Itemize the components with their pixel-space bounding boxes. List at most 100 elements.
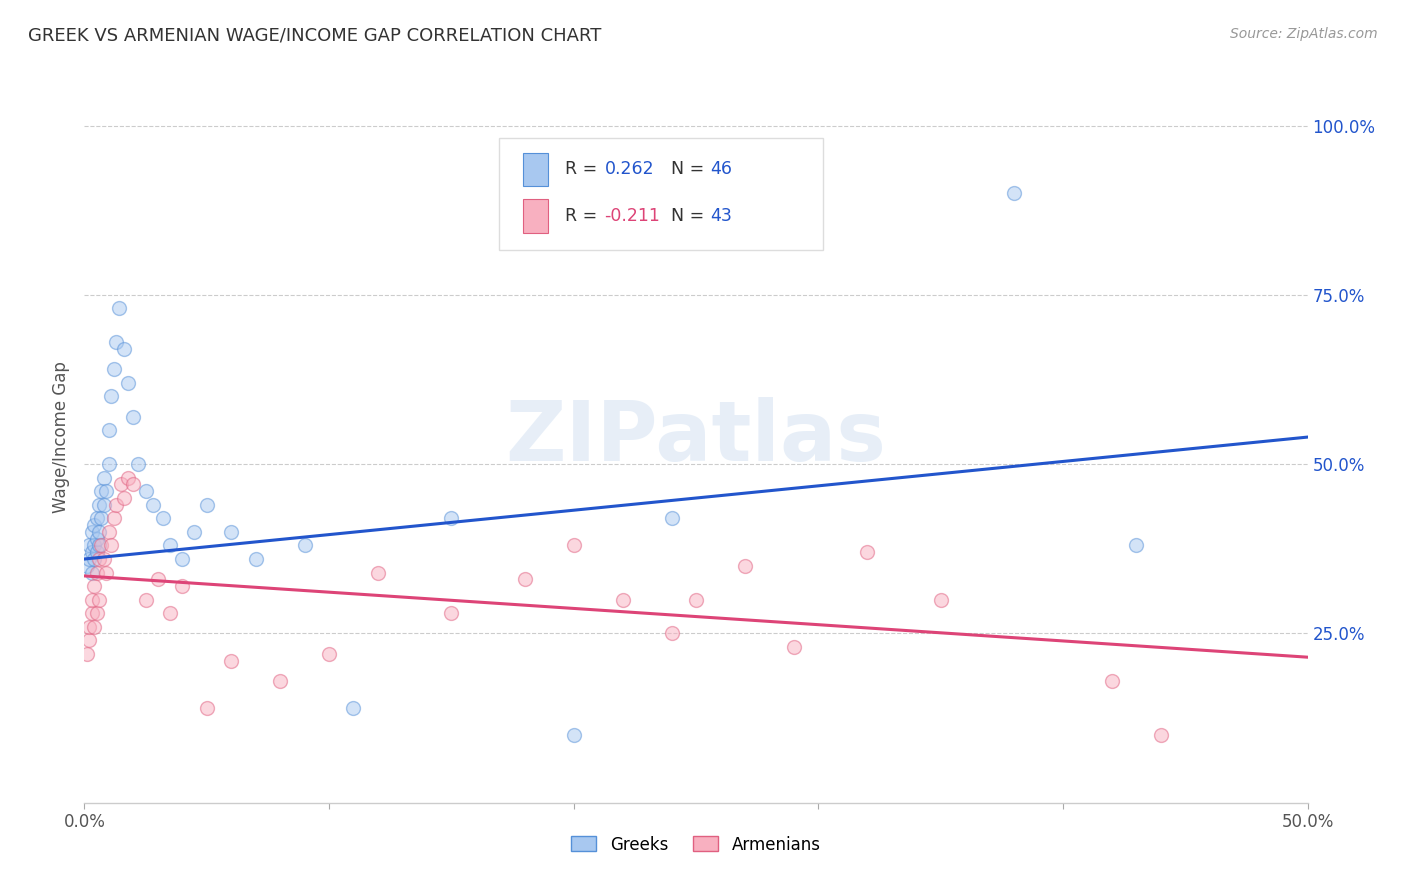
Point — [219, 524, 242, 539]
Point — [661, 511, 683, 525]
Legend: Greeks, Armenians: Greeks, Armenians — [565, 829, 827, 860]
Point — [127, 457, 149, 471]
Point — [1125, 538, 1147, 552]
Point — [103, 362, 125, 376]
Point — [612, 592, 634, 607]
Point — [90, 484, 112, 499]
Text: R =: R = — [565, 161, 603, 178]
Point — [87, 498, 110, 512]
Point — [367, 566, 389, 580]
Text: 43: 43 — [710, 207, 733, 225]
Point — [97, 423, 120, 437]
Point — [294, 538, 316, 552]
Point — [87, 538, 110, 552]
Point — [318, 647, 340, 661]
Point — [103, 511, 125, 525]
Point — [105, 498, 128, 512]
Point — [77, 633, 100, 648]
Point — [77, 552, 100, 566]
Point — [245, 552, 267, 566]
Point — [152, 511, 174, 525]
Point — [83, 518, 105, 533]
Point — [87, 552, 110, 566]
Point — [96, 484, 118, 499]
Point — [183, 524, 205, 539]
Point — [86, 566, 108, 580]
Point — [159, 538, 181, 552]
Point — [159, 606, 181, 620]
Point — [562, 538, 585, 552]
Point — [685, 592, 707, 607]
Point — [90, 538, 112, 552]
Point — [929, 592, 952, 607]
Point — [856, 545, 879, 559]
Point — [195, 498, 218, 512]
Point — [105, 335, 128, 350]
Point — [1150, 728, 1173, 742]
Point — [80, 545, 103, 559]
Point — [86, 532, 108, 546]
Point — [93, 498, 115, 512]
Text: 46: 46 — [710, 161, 733, 178]
Point — [83, 538, 105, 552]
Point — [90, 511, 112, 525]
Point — [122, 409, 145, 424]
Point — [93, 552, 115, 566]
Y-axis label: Wage/Income Gap: Wage/Income Gap — [52, 361, 70, 513]
Text: -0.211: -0.211 — [605, 207, 661, 225]
Point — [100, 389, 122, 403]
Point — [269, 673, 291, 688]
Point — [77, 620, 100, 634]
Point — [172, 552, 194, 566]
Point — [195, 701, 218, 715]
Point — [135, 484, 157, 499]
Point — [440, 606, 463, 620]
Point — [100, 538, 122, 552]
Point — [86, 606, 108, 620]
Point — [562, 728, 585, 742]
Point — [513, 572, 536, 586]
Point — [80, 606, 103, 620]
Point — [86, 511, 108, 525]
Point — [83, 579, 105, 593]
Point — [146, 572, 169, 586]
Text: Source: ZipAtlas.com: Source: ZipAtlas.com — [1230, 27, 1378, 41]
Point — [661, 626, 683, 640]
Point — [76, 558, 98, 573]
Point — [77, 538, 100, 552]
Point — [117, 376, 139, 390]
Point — [342, 701, 364, 715]
Point — [80, 566, 103, 580]
Point — [80, 592, 103, 607]
Point — [142, 498, 165, 512]
Point — [87, 524, 110, 539]
Point — [86, 545, 108, 559]
Point — [117, 471, 139, 485]
Point — [219, 654, 242, 668]
Text: N =: N = — [671, 161, 710, 178]
Point — [734, 558, 756, 573]
Point — [83, 620, 105, 634]
Point — [1002, 186, 1025, 201]
Point — [96, 566, 118, 580]
Point — [1101, 673, 1123, 688]
Text: GREEK VS ARMENIAN WAGE/INCOME GAP CORRELATION CHART: GREEK VS ARMENIAN WAGE/INCOME GAP CORREL… — [28, 27, 602, 45]
Point — [83, 552, 105, 566]
Point — [107, 301, 129, 316]
Text: R =: R = — [565, 207, 603, 225]
Point — [172, 579, 194, 593]
Point — [122, 477, 145, 491]
Point — [135, 592, 157, 607]
Text: N =: N = — [671, 207, 710, 225]
Point — [112, 342, 135, 356]
Point — [440, 511, 463, 525]
Point — [87, 592, 110, 607]
Point — [80, 524, 103, 539]
Text: 0.262: 0.262 — [605, 161, 654, 178]
Text: ZIPatlas: ZIPatlas — [506, 397, 886, 477]
Point — [110, 477, 132, 491]
Point — [97, 524, 120, 539]
Point — [76, 647, 98, 661]
Point — [112, 491, 135, 505]
Point — [783, 640, 806, 654]
